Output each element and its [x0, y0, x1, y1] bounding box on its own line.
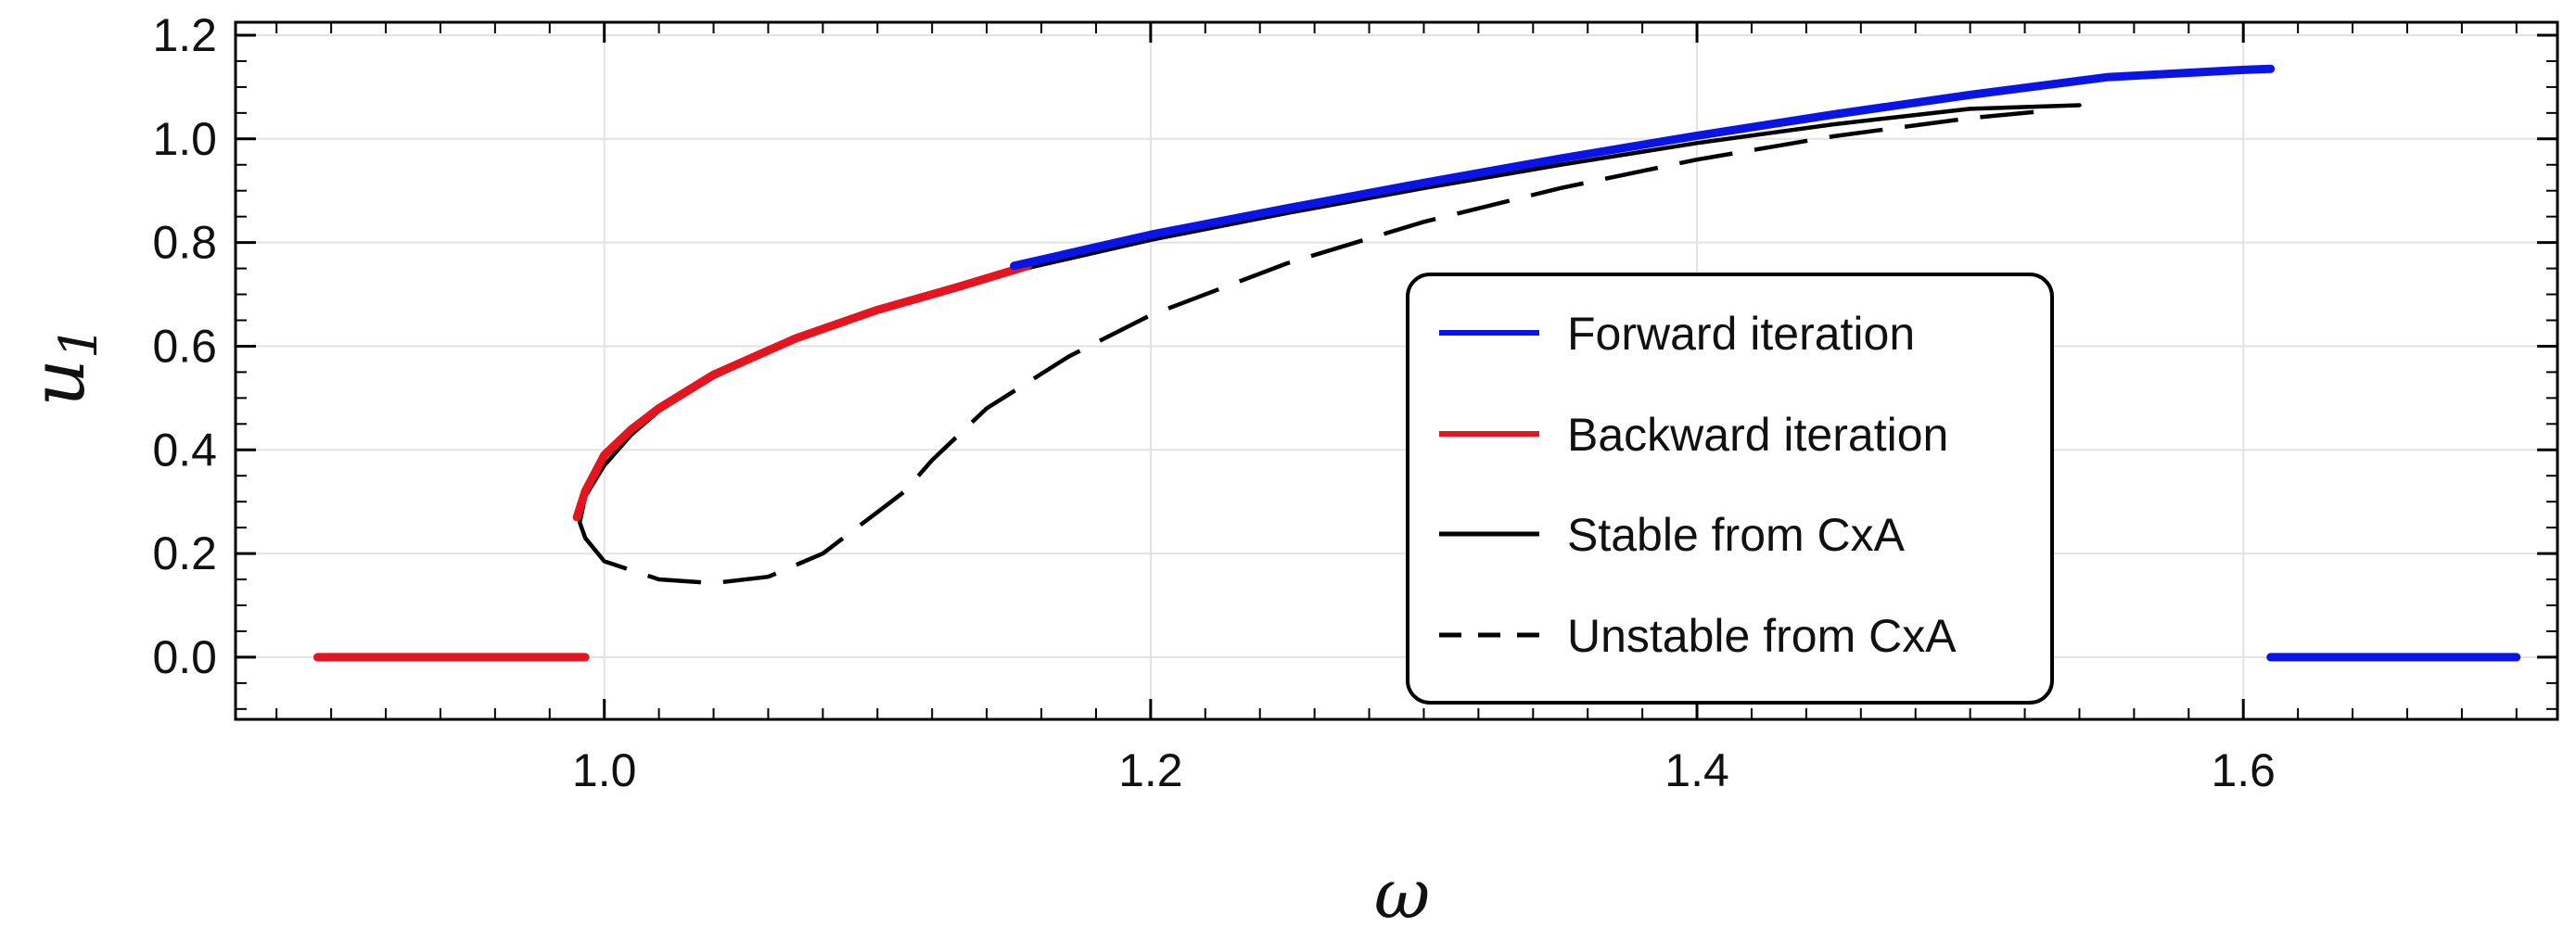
- legend: Forward iteration Backward iteration Stabl…: [1406, 273, 2054, 705]
- ticks: [236, 22, 2557, 719]
- legend-label: Unstable from CxA: [1567, 610, 1957, 662]
- y-tick-label: 0.2: [152, 527, 217, 579]
- legend-label: Forward iteration: [1567, 308, 1915, 360]
- y-tick-label: 1.0: [152, 113, 217, 165]
- series-forward-iteration: [1010, 64, 2521, 662]
- y-axis-title-sub: 1: [49, 325, 109, 359]
- series-line: [572, 261, 1032, 522]
- x-tick-label: 1.6: [2211, 744, 2276, 796]
- tick-labels: 1.0 1.2 1.4 1.6 0.0 0.2 0.4 0.6 0.8 1.0 1.2: [152, 9, 2275, 796]
- y-tick-label: 0.4: [152, 424, 217, 476]
- y-axis-title: u1: [15, 325, 109, 406]
- y-tick-label: 0.0: [152, 631, 217, 683]
- x-axis-title: ω: [1374, 855, 1430, 934]
- x-tick-label: 1.4: [1664, 744, 1729, 796]
- y-tick-label: 0.6: [152, 320, 217, 372]
- series-backward-iteration: [312, 261, 1032, 662]
- series-layer: [312, 64, 2521, 662]
- y-tick-label: 0.8: [152, 217, 217, 269]
- x-tick-label: 1.0: [572, 744, 637, 796]
- legend-label: Stable from CxA: [1567, 509, 1906, 561]
- legend-box: [1406, 273, 2054, 705]
- y-axis-title-main: u: [15, 359, 101, 407]
- y-tick-label: 1.2: [152, 9, 217, 61]
- legend-label: Backward iteration: [1567, 409, 1948, 461]
- x-tick-label: 1.2: [1118, 744, 1183, 796]
- grid: [236, 22, 2557, 719]
- series-line: [1010, 64, 2276, 271]
- plot-frame: [234, 20, 2559, 721]
